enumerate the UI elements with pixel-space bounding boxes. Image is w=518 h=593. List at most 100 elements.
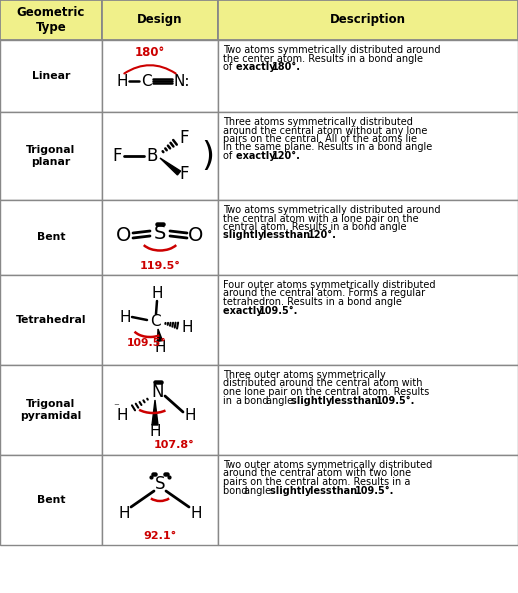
Text: H: H bbox=[116, 74, 128, 88]
Text: 109.5°.: 109.5°. bbox=[258, 305, 298, 315]
Text: Trigonal
pyramidal: Trigonal pyramidal bbox=[20, 399, 82, 421]
Bar bbox=[0, 200, 102, 275]
Text: in the same plane. Results in a bond angle: in the same plane. Results in a bond ang… bbox=[223, 142, 432, 152]
Text: Linear: Linear bbox=[32, 71, 70, 81]
Polygon shape bbox=[152, 400, 158, 425]
Bar bbox=[218, 0, 518, 40]
Text: Bent: Bent bbox=[37, 495, 65, 505]
Text: than: than bbox=[332, 486, 361, 496]
Text: H: H bbox=[119, 310, 131, 324]
Text: less: less bbox=[331, 396, 356, 406]
Bar bbox=[218, 275, 518, 365]
Text: H: H bbox=[149, 425, 161, 439]
Bar bbox=[0, 112, 102, 200]
Bar bbox=[102, 112, 218, 200]
Text: Design: Design bbox=[137, 14, 183, 27]
Text: C: C bbox=[150, 314, 160, 330]
Bar bbox=[0, 40, 102, 112]
Text: slightly: slightly bbox=[270, 486, 314, 496]
Text: H: H bbox=[151, 286, 163, 301]
Text: ): ) bbox=[202, 139, 214, 173]
Bar bbox=[218, 40, 518, 112]
Text: ⁻: ⁻ bbox=[113, 402, 119, 412]
Bar bbox=[218, 200, 518, 275]
Text: H: H bbox=[181, 320, 193, 334]
Text: a: a bbox=[236, 396, 245, 406]
Text: the central atom with a lone pair on the: the central atom with a lone pair on the bbox=[223, 213, 419, 224]
Text: F: F bbox=[112, 147, 122, 165]
Text: F: F bbox=[179, 129, 189, 147]
Text: O: O bbox=[189, 226, 204, 245]
Text: less: less bbox=[310, 486, 335, 496]
Text: than: than bbox=[285, 231, 314, 241]
Text: pairs on the central. All of the atoms lie: pairs on the central. All of the atoms l… bbox=[223, 134, 417, 144]
Text: N: N bbox=[152, 383, 164, 401]
Bar bbox=[102, 0, 218, 40]
Bar bbox=[102, 40, 218, 112]
Text: exactly: exactly bbox=[223, 305, 266, 315]
Text: 107.8°: 107.8° bbox=[154, 440, 194, 450]
Text: H: H bbox=[154, 340, 166, 355]
Text: 120°.: 120°. bbox=[271, 151, 300, 161]
Text: Geometric
Type: Geometric Type bbox=[17, 6, 85, 34]
Bar bbox=[218, 112, 518, 200]
Text: 180°.: 180°. bbox=[271, 62, 300, 72]
Text: S: S bbox=[155, 475, 165, 493]
Text: angle: angle bbox=[266, 396, 296, 406]
Text: F: F bbox=[179, 165, 189, 183]
Text: than: than bbox=[353, 396, 382, 406]
Text: B: B bbox=[146, 147, 157, 165]
Text: N:: N: bbox=[174, 74, 190, 88]
Text: Bent: Bent bbox=[37, 232, 65, 243]
Bar bbox=[0, 455, 102, 545]
Text: Description: Description bbox=[330, 14, 406, 27]
Text: of: of bbox=[223, 151, 235, 161]
Text: tetrahedron. Results in a bond angle: tetrahedron. Results in a bond angle bbox=[223, 297, 402, 307]
Text: H: H bbox=[118, 506, 130, 521]
Text: 92.1°: 92.1° bbox=[143, 531, 177, 541]
Bar bbox=[102, 200, 218, 275]
Text: Two atoms symmetrically distributed around: Two atoms symmetrically distributed arou… bbox=[223, 205, 440, 215]
Text: 109.5°: 109.5° bbox=[127, 338, 167, 348]
Text: H: H bbox=[116, 407, 128, 422]
Text: Four outer atoms symmetrically distributed: Four outer atoms symmetrically distribut… bbox=[223, 280, 436, 290]
Text: bond: bond bbox=[244, 396, 272, 406]
Text: of: of bbox=[223, 62, 235, 72]
Text: H: H bbox=[190, 506, 202, 521]
Text: H: H bbox=[184, 407, 196, 422]
Bar bbox=[218, 365, 518, 455]
Text: around the central atom. Forms a regular: around the central atom. Forms a regular bbox=[223, 289, 425, 298]
Text: distributed around the central atom with: distributed around the central atom with bbox=[223, 378, 423, 388]
Text: Trigonal
planar: Trigonal planar bbox=[26, 145, 76, 167]
Text: 119.5°: 119.5° bbox=[139, 261, 180, 271]
Text: exactly: exactly bbox=[236, 151, 279, 161]
Text: slightly: slightly bbox=[291, 396, 336, 406]
Text: 109.5°.: 109.5°. bbox=[376, 396, 415, 406]
Text: O: O bbox=[117, 226, 132, 245]
Text: Two atoms symmetrically distributed around: Two atoms symmetrically distributed arou… bbox=[223, 45, 440, 55]
Text: in: in bbox=[223, 396, 235, 406]
Text: less: less bbox=[263, 231, 288, 241]
Text: exactly: exactly bbox=[236, 62, 279, 72]
Text: 120°.: 120°. bbox=[308, 231, 337, 241]
Text: Tetrahedral: Tetrahedral bbox=[16, 315, 87, 325]
Text: pairs on the central atom. Results in a: pairs on the central atom. Results in a bbox=[223, 477, 410, 487]
Bar bbox=[0, 365, 102, 455]
Text: C: C bbox=[141, 74, 151, 88]
Text: around the central atom with two lone: around the central atom with two lone bbox=[223, 468, 411, 479]
Text: 109.5°.: 109.5°. bbox=[354, 486, 394, 496]
Text: one lone pair on the central atom. Results: one lone pair on the central atom. Resul… bbox=[223, 387, 429, 397]
Text: angle: angle bbox=[244, 486, 275, 496]
Text: slightly: slightly bbox=[223, 231, 268, 241]
Text: the center atom. Results in a bond angle: the center atom. Results in a bond angle bbox=[223, 53, 423, 63]
Polygon shape bbox=[160, 158, 181, 175]
Text: Three atoms symmetrically distributed: Three atoms symmetrically distributed bbox=[223, 117, 413, 127]
Bar bbox=[218, 455, 518, 545]
Bar bbox=[102, 365, 218, 455]
Text: Two outer atoms symmetrically distributed: Two outer atoms symmetrically distribute… bbox=[223, 460, 432, 470]
Bar bbox=[0, 0, 102, 40]
Text: 180°: 180° bbox=[135, 46, 165, 59]
Text: central atom. Results in a bond angle: central atom. Results in a bond angle bbox=[223, 222, 407, 232]
Text: S: S bbox=[154, 224, 166, 243]
Text: Three outer atoms symmetrically: Three outer atoms symmetrically bbox=[223, 370, 386, 380]
